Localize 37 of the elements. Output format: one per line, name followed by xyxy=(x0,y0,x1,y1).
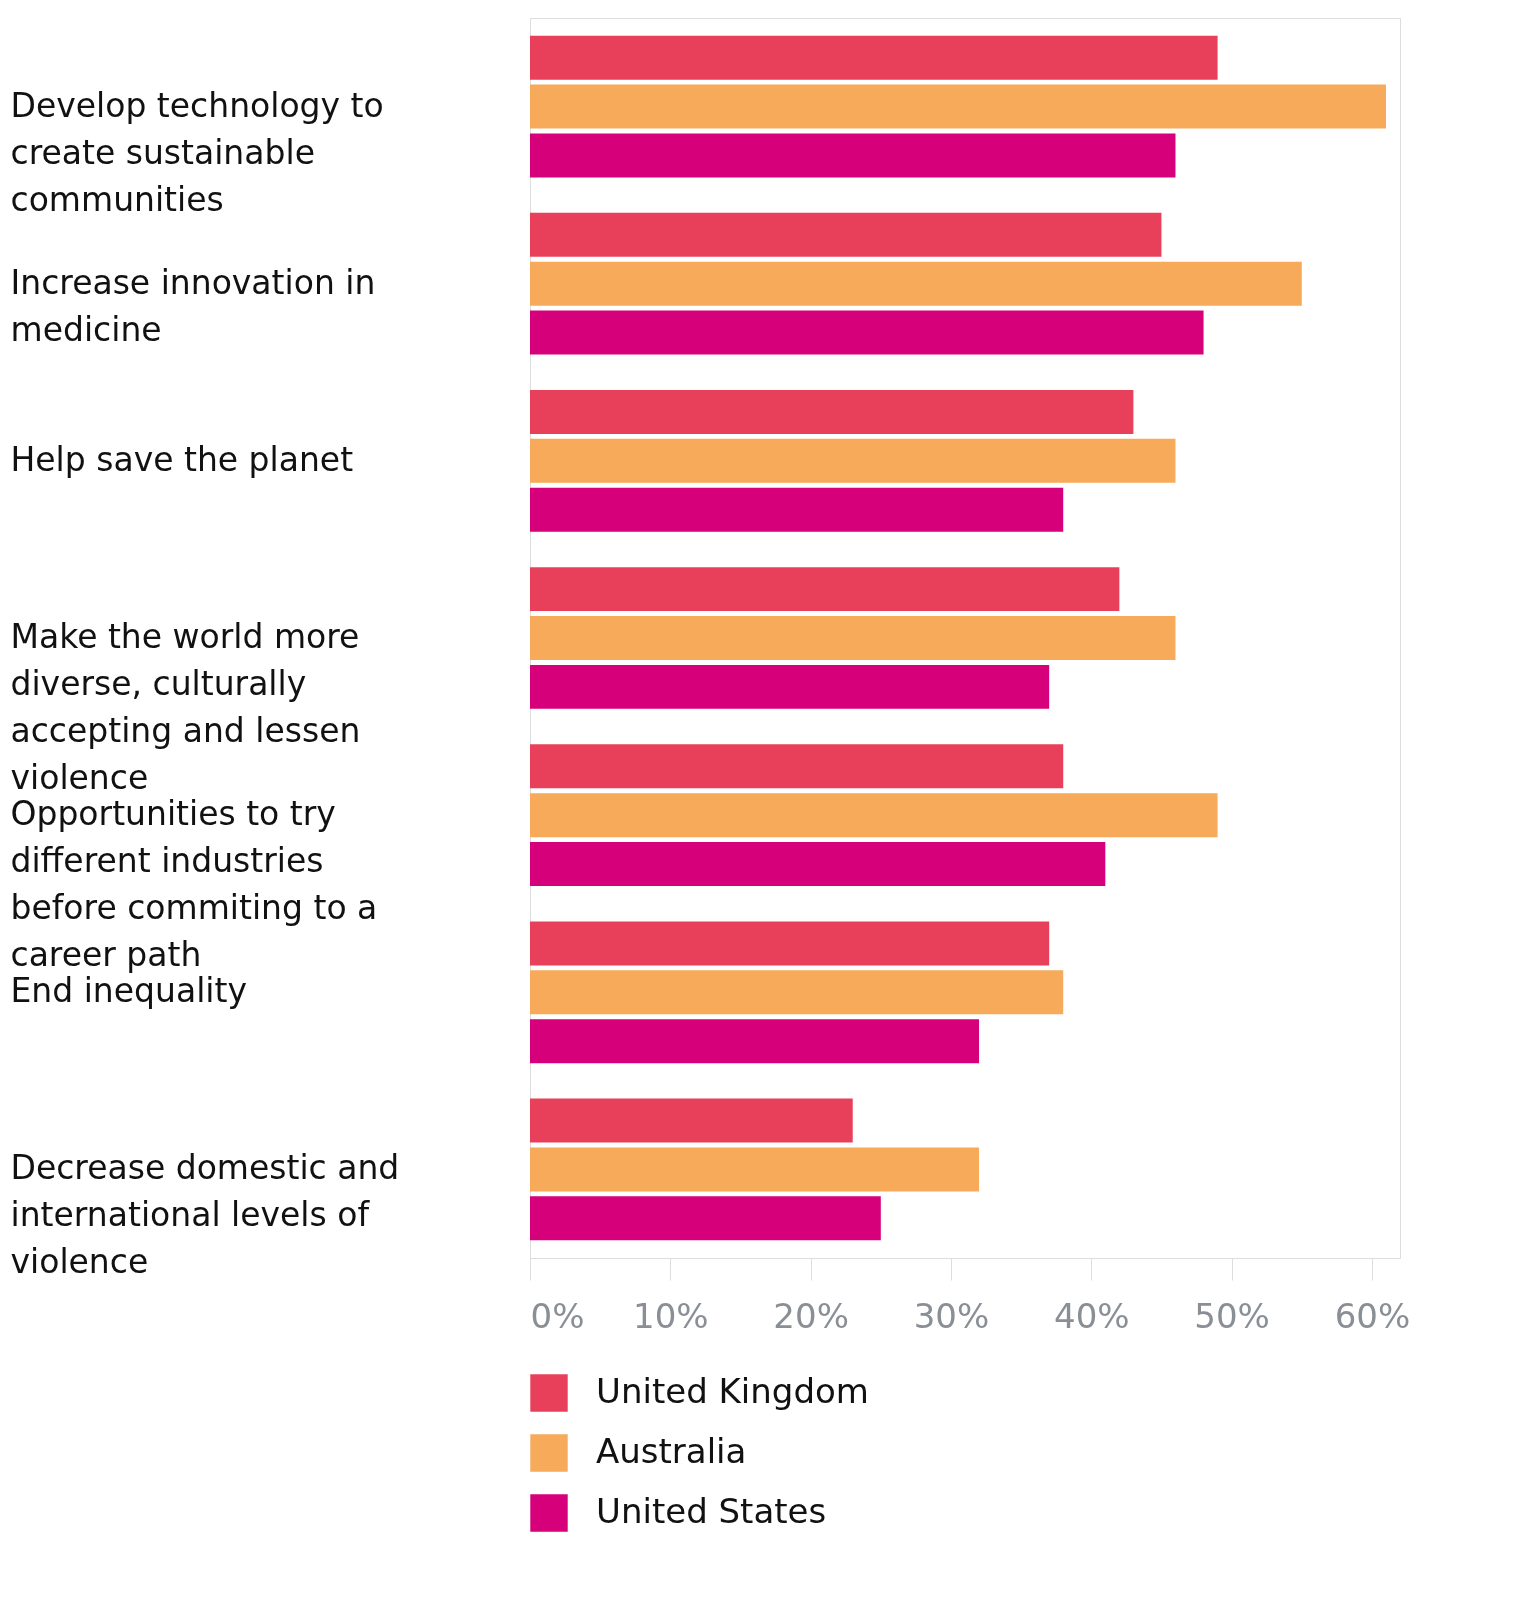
x-tick-label: 60% xyxy=(1334,1295,1411,1336)
legend-label: United Kingdom xyxy=(596,1371,869,1411)
x-tick-label: 50% xyxy=(1194,1295,1270,1336)
bar xyxy=(530,133,1176,178)
bar xyxy=(530,921,1050,966)
bar xyxy=(530,390,1134,434)
bar xyxy=(530,1019,980,1064)
y-tick-label: Develop technology to create sustainable communities xyxy=(10,85,384,219)
bar xyxy=(530,487,1064,532)
bar xyxy=(530,310,1204,355)
y-tick-label: Increase innovation in medicine xyxy=(10,262,376,349)
bar xyxy=(530,1196,881,1241)
x-tick-label: 0% xyxy=(530,1295,585,1336)
y-tick-label: Decrease domestic and international levels of violence xyxy=(10,1148,400,1282)
x-tick-label: 20% xyxy=(773,1295,849,1336)
bar xyxy=(530,438,1176,483)
bar xyxy=(530,842,1106,886)
bar xyxy=(530,616,1176,660)
x-tick-label: 10% xyxy=(633,1295,709,1336)
x-tick-label: 30% xyxy=(913,1295,990,1336)
bar xyxy=(530,664,1050,709)
bar xyxy=(530,84,1386,129)
y-tick-label: Make the world more diverse, culturally accepting and lessen violence xyxy=(10,617,361,797)
bar xyxy=(530,1098,853,1143)
bar xyxy=(530,567,1120,612)
bar xyxy=(530,793,1218,838)
y-tick-label: Help save the planet xyxy=(10,439,354,479)
bar xyxy=(530,1147,980,1192)
bar xyxy=(530,261,1302,306)
x-tick-label: 40% xyxy=(1054,1295,1130,1336)
bar xyxy=(530,744,1064,789)
bar xyxy=(530,212,1162,257)
bar xyxy=(530,970,1064,1015)
legend-label: United States xyxy=(596,1491,827,1531)
bar xyxy=(530,35,1218,80)
y-tick-label: Opportunities to try different industries before commiting to a career path xyxy=(10,794,378,975)
legend-label: Australia xyxy=(596,1431,747,1471)
